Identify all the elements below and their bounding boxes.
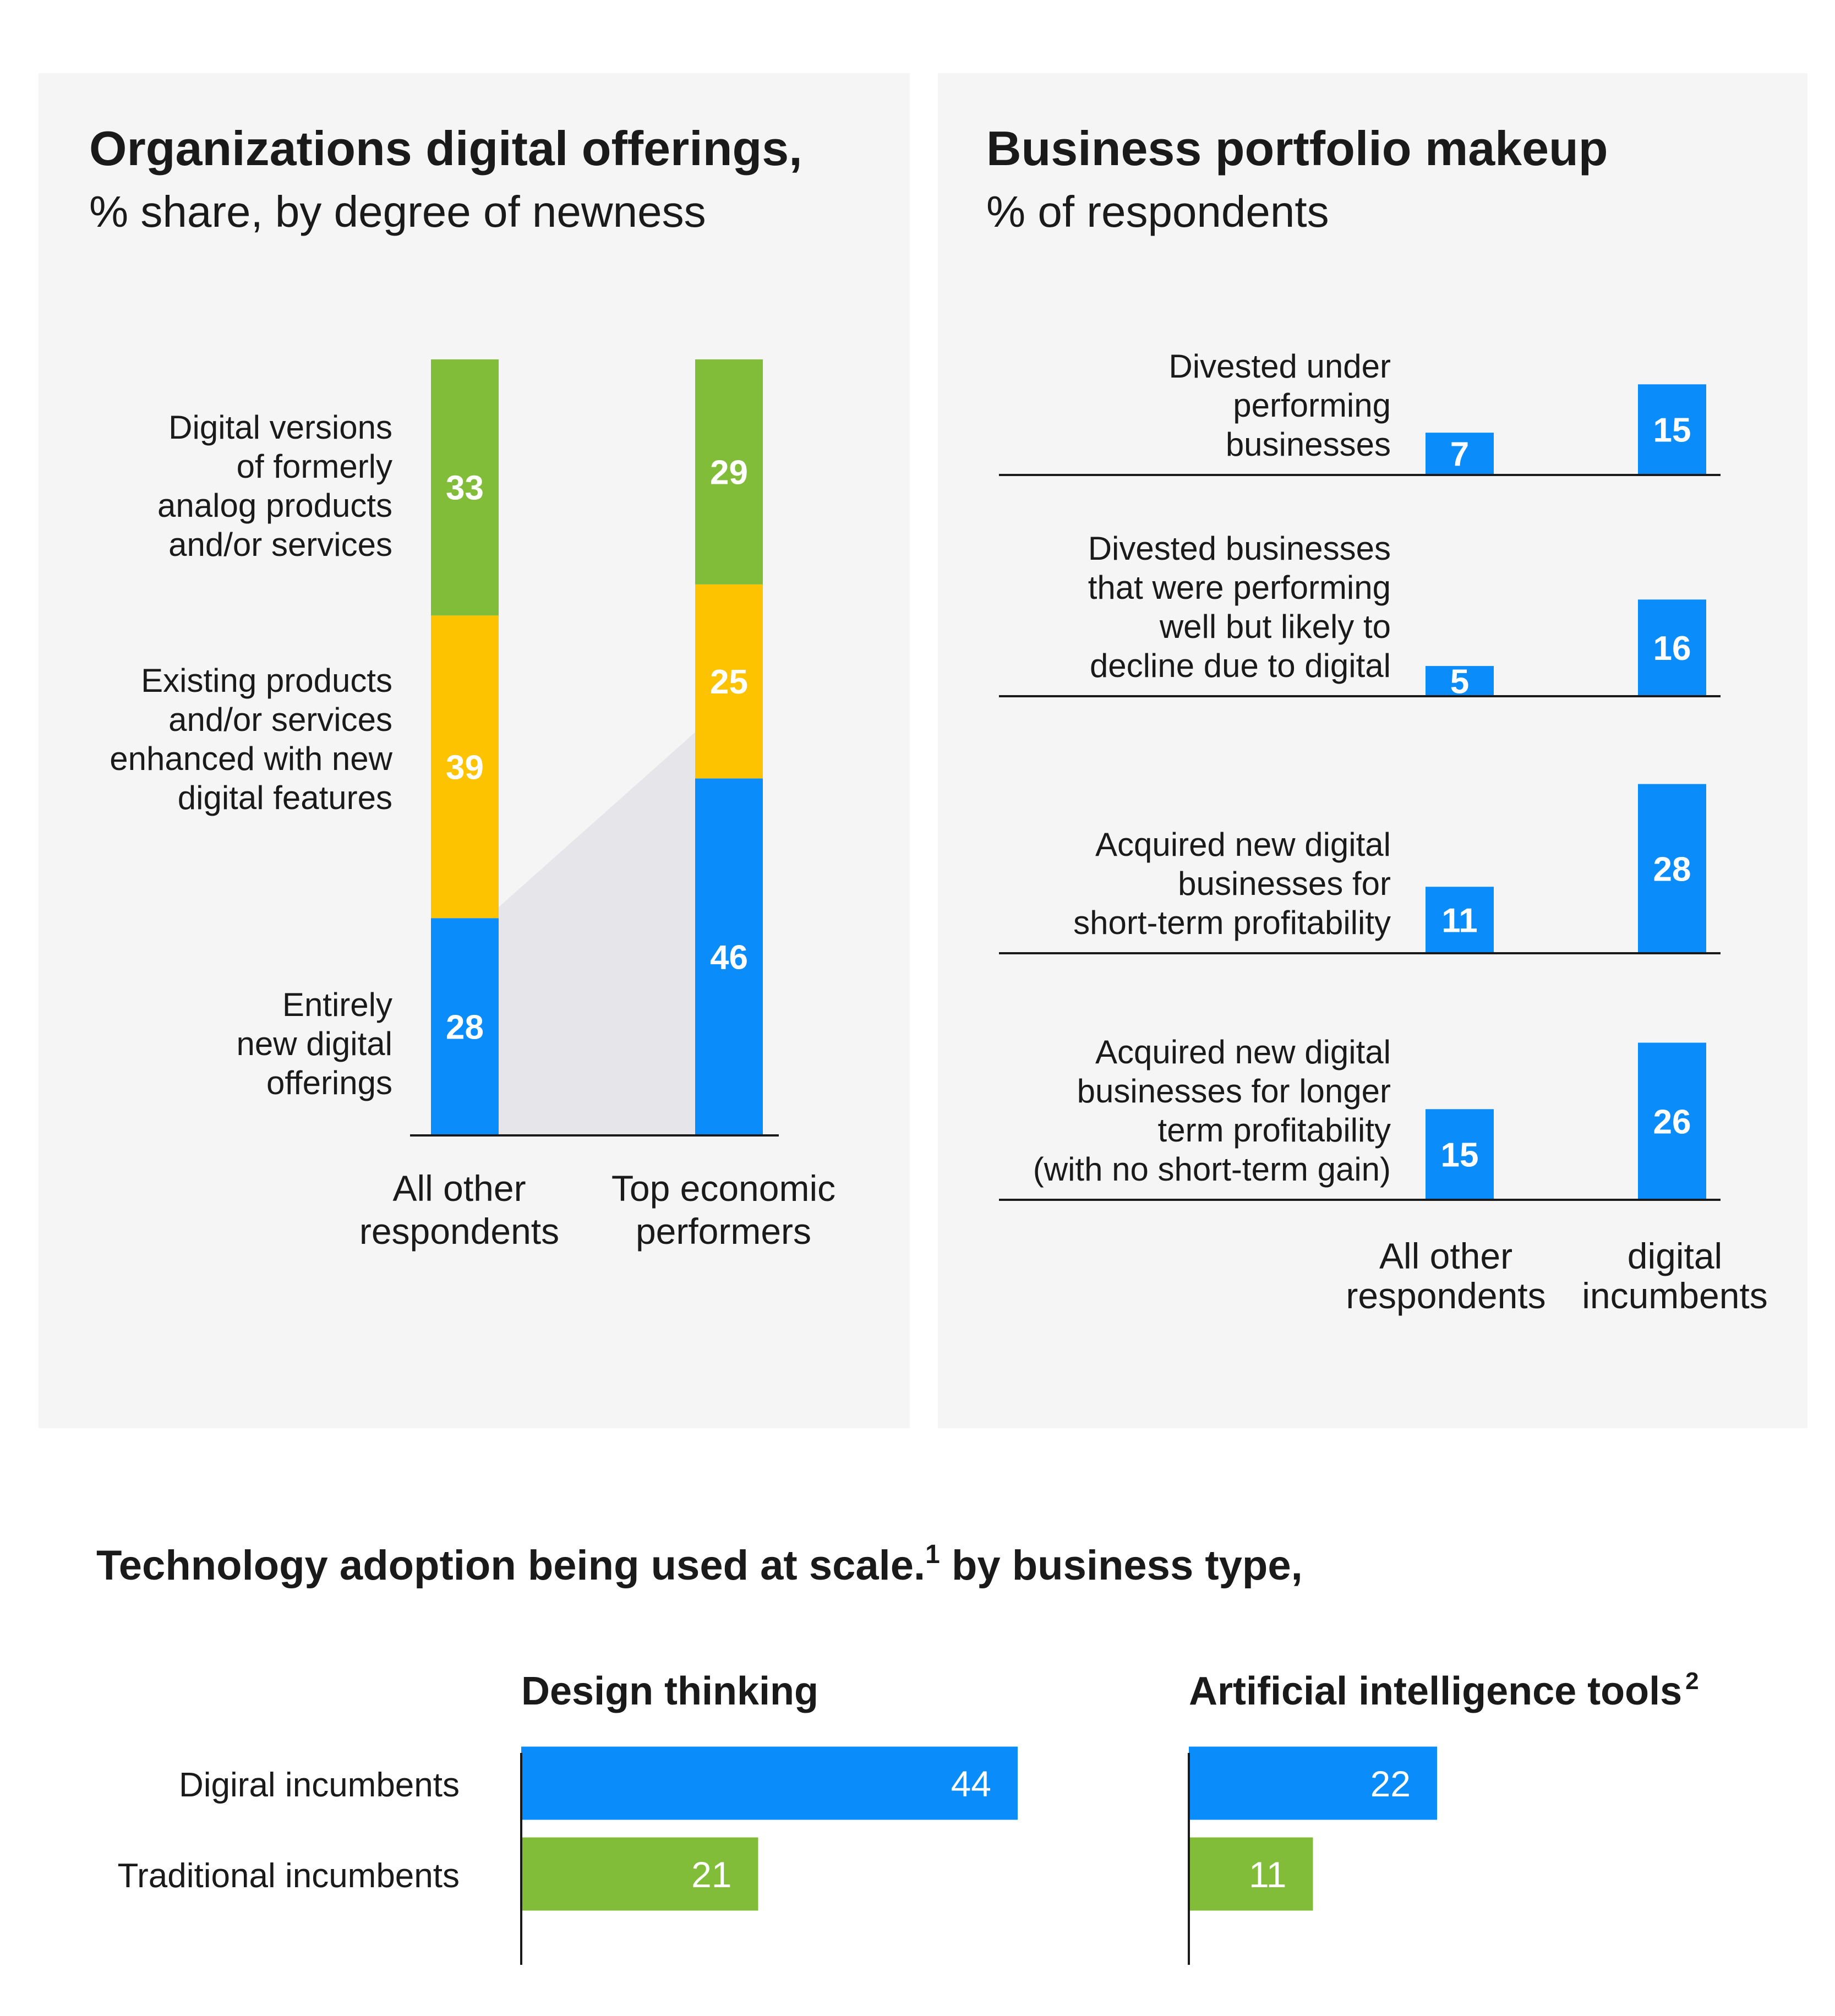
portfolio-row-label-3-line-2: businesses for	[1178, 865, 1391, 902]
portfolio-row-label-4-line-1: Acquired new digital	[1095, 1034, 1391, 1070]
bar-seg-label-2-2: 25	[710, 663, 748, 701]
portfolio-row-label-1-line-1: Divested under	[1168, 348, 1391, 385]
series-label-2-line-4: digital features	[178, 779, 392, 816]
hbar-2-1	[1189, 1746, 1437, 1820]
portfolio-bar-label-2-2: 16	[1653, 630, 1691, 668]
portfolio-bar-1-1	[1426, 433, 1494, 475]
series-label-3-line-4: and/or services	[168, 526, 392, 563]
x-label-2-line-2: performers	[636, 1211, 811, 1252]
portfolio-bar-label-1-2: 15	[1653, 412, 1691, 450]
portfolio-col-label-2-line-1: digital	[1628, 1236, 1722, 1276]
hbar-label-1-2: 21	[691, 1854, 731, 1895]
portfolio-row-label-2-line-2: that were performing	[1088, 569, 1391, 606]
panel-title-text-2: Artificial intelligence tools	[1189, 1669, 1682, 1713]
hbar-2-2	[1189, 1837, 1313, 1911]
series-label-1-line-1: Entirely	[282, 986, 392, 1023]
portfolio-row-label-2-line-4: decline due to digital	[1090, 647, 1391, 684]
portfolio-row-label-2-line-3: well but likely to	[1159, 608, 1391, 645]
portfolio-bar-3-1	[1426, 887, 1494, 953]
bar-seg-label-1-3: 33	[446, 469, 484, 507]
hbar-label-2-2: 11	[1249, 1854, 1287, 1895]
series-label-1-line-2: new digital	[236, 1025, 392, 1062]
bar-seg-label-1-1: 28	[446, 1009, 484, 1047]
bar-seg-label-2-1: 46	[710, 939, 748, 977]
panel-title-superscript-2: 2	[1685, 1668, 1699, 1695]
portfolio-col-label-1-line-1: All other	[1379, 1236, 1512, 1276]
series-label-2-line-3: enhanced with new	[110, 740, 392, 777]
portfolio-col-label-2-line-2: incumbents	[1582, 1275, 1768, 1316]
portfolio-row-label-3-line-1: Acquired new digital	[1095, 826, 1391, 863]
series-label-3-line-1: Digital versions	[168, 409, 392, 446]
chart-title-portfolio: Business portfolio makeup	[986, 121, 1608, 176]
portfolio-bar-label-4-2: 26	[1653, 1103, 1691, 1141]
series-label-3-line-2: of formerly	[237, 448, 392, 485]
hbar-label-1-1: 44	[951, 1763, 991, 1804]
x-label-2-line-1: Top economic	[611, 1168, 835, 1209]
bar-seg-1-2	[431, 615, 499, 919]
portfolio-row-label-1-line-3: businesses	[1226, 426, 1391, 463]
portfolio-bar-label-4-1: 15	[1441, 1137, 1479, 1174]
portfolio-bar-4-1	[1426, 1109, 1494, 1200]
bar-seg-label-1-2: 39	[446, 749, 484, 786]
portfolio-bar-label-1-1: 7	[1450, 436, 1469, 474]
series-label-2-line-2: and/or services	[168, 701, 392, 738]
bottom-title-superscript: 1	[925, 1540, 940, 1569]
chart-subtitle-portfolio: % of respondents	[986, 187, 1329, 236]
chart-title-offerings: Organizations digital offerings,	[89, 121, 802, 176]
bar-seg-label-2-3: 29	[710, 454, 748, 491]
hbar-label-2-1: 22	[1370, 1763, 1411, 1804]
x-label-1-line-1: All other	[392, 1168, 526, 1209]
panel-title-1: Design thinking	[521, 1669, 818, 1713]
bottom-title-main: Technology adoption being used at scale.	[96, 1542, 925, 1589]
bottom-row-label-2: Traditional incumbents	[118, 1857, 460, 1895]
panel-title-text-1: Design thinking	[521, 1669, 818, 1713]
bar-seg-2-3	[695, 359, 763, 584]
panel-portfolio	[938, 73, 1807, 1428]
portfolio-bar-2-2	[1638, 599, 1706, 696]
portfolio-row-label-2-line-1: Divested businesses	[1088, 530, 1391, 567]
bottom-title: Technology adoption being used at scale.…	[96, 1540, 1303, 1589]
portfolio-row-label-4-line-4: (with no short-term gain)	[1033, 1151, 1391, 1188]
hbar-1-2	[521, 1837, 758, 1911]
series-label-2-line-1: Existing products	[141, 662, 392, 699]
panel-title-2: Artificial intelligence tools 2	[1189, 1668, 1699, 1713]
bottom-row-label-1: Digiral incumbents	[179, 1766, 460, 1804]
portfolio-bar-label-3-2: 28	[1653, 850, 1691, 888]
portfolio-row-label-4-line-2: businesses for longer	[1077, 1073, 1391, 1110]
chart-subtitle-offerings: % share, by degree of newness	[89, 187, 706, 236]
portfolio-row-label-1-line-2: performing	[1233, 387, 1391, 424]
portfolio-bar-label-2-1: 5	[1450, 663, 1469, 701]
portfolio-col-label-1-line-2: respondents	[1346, 1275, 1545, 1316]
connector-shading	[499, 732, 695, 1135]
bar-seg-2-2	[695, 584, 763, 779]
portfolio-bar-3-2	[1638, 784, 1706, 953]
portfolio-row-label-3-line-3: short-term profitability	[1073, 904, 1391, 941]
bar-seg-2-1	[695, 778, 763, 1135]
portfolio-bar-4-2	[1638, 1042, 1706, 1200]
bar-seg-1-3	[431, 359, 499, 616]
portfolio-bar-label-3-1: 11	[1441, 902, 1478, 940]
x-label-1-line-2: respondents	[359, 1211, 559, 1252]
portfolio-bar-2-1	[1426, 666, 1494, 696]
series-label-1-line-3: offerings	[266, 1064, 392, 1101]
bottom-title-tail: by business type,	[940, 1542, 1303, 1589]
portfolio-row-label-4-line-3: term profitability	[1158, 1112, 1391, 1149]
series-label-3-line-3: analog products	[157, 487, 392, 524]
portfolio-bar-1-2	[1638, 384, 1706, 475]
hbar-1-1	[521, 1746, 1018, 1820]
bar-seg-1-1	[431, 918, 499, 1135]
